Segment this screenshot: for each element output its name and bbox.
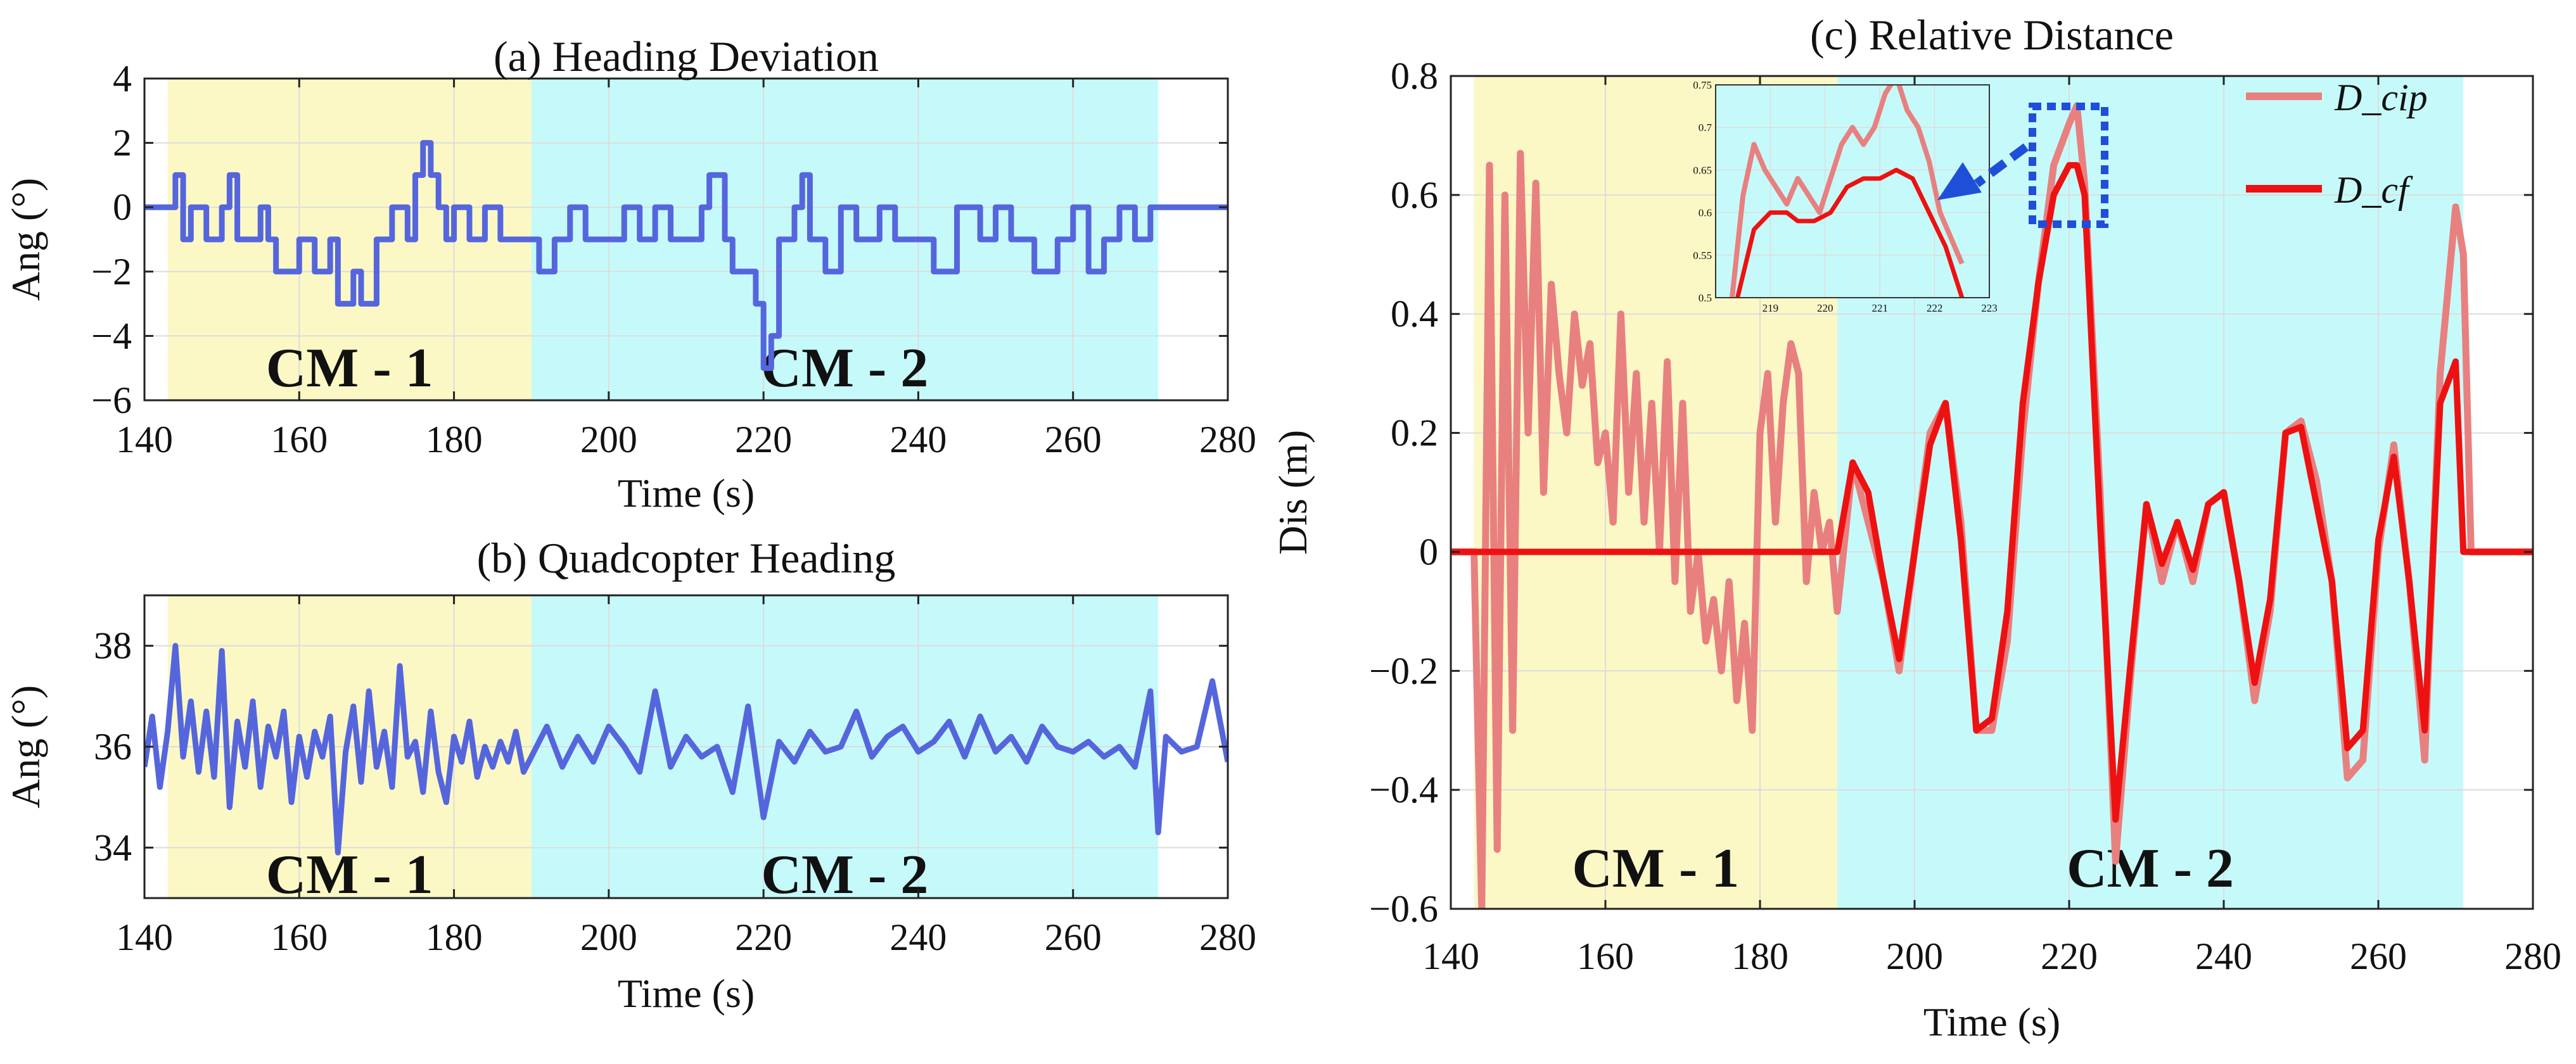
region-band-2 xyxy=(531,79,1159,400)
series-line-dcf xyxy=(1451,162,2533,823)
inset-x-tick-label: 220 xyxy=(1817,302,1833,314)
region-label-2: CM - 2 xyxy=(761,844,928,906)
x-tick-label: 240 xyxy=(2195,935,2252,977)
inset-line-dcip xyxy=(1729,85,1965,298)
y-tick-label: 38 xyxy=(94,625,132,667)
region-label-1: CM - 1 xyxy=(266,844,433,906)
x-tick-label: 140 xyxy=(116,419,173,460)
x-tick-label: 280 xyxy=(2504,935,2561,977)
zoom-region-box xyxy=(2029,103,2108,228)
x-tick-label: 260 xyxy=(2350,935,2407,977)
x-tick-label: 200 xyxy=(580,419,637,460)
x-axis-label: Time (s) xyxy=(618,471,755,516)
x-tick-label: 180 xyxy=(1731,935,1789,977)
x-tick-label: 160 xyxy=(271,916,328,958)
y-tick-label: −4 xyxy=(91,315,132,357)
x-tick-label: 200 xyxy=(580,916,637,958)
y-tick-label: 0.4 xyxy=(1391,293,1438,335)
inset-y-tick-label: 0.55 xyxy=(1693,250,1712,262)
inset-line-dcf xyxy=(1735,167,1965,298)
series-group xyxy=(1451,102,2533,909)
x-tick-label: 220 xyxy=(735,419,792,460)
y-tick-label: −6 xyxy=(91,379,132,421)
region-label-1: CM - 1 xyxy=(1572,838,1739,899)
y-tick-label: 2 xyxy=(113,122,132,164)
series-line-heading xyxy=(144,643,1228,856)
series-group xyxy=(144,140,1228,371)
axes-box xyxy=(143,77,1229,402)
y-tick-label: −2 xyxy=(91,251,132,293)
y-tick-label: 34 xyxy=(94,826,132,868)
y-tick-label: 0.2 xyxy=(1391,412,1438,454)
inset-x-tick-label: 222 xyxy=(1927,302,1943,314)
y-tick-label: 0 xyxy=(1419,531,1438,573)
x-tick-label: 280 xyxy=(1199,916,1256,958)
y-axis-label: Dis (m) xyxy=(1270,430,1315,555)
y-tick-label: 0 xyxy=(113,186,132,228)
inset-box xyxy=(1715,84,1990,298)
x-tick-label: 240 xyxy=(889,419,947,460)
y-tick-label: −0.6 xyxy=(1369,888,1438,930)
x-tick-label: 260 xyxy=(1045,916,1102,958)
zoom-arrow-head xyxy=(1937,162,1982,200)
series-line-heading xyxy=(144,140,1228,371)
chart-title: (a) Heading Deviation xyxy=(494,32,879,80)
x-axis-label: Time (s) xyxy=(1923,999,2060,1044)
chart-title: (b) Quadcopter Heading xyxy=(477,534,896,582)
x-tick-label: 140 xyxy=(116,916,173,958)
region-label-2: CM - 2 xyxy=(2067,838,2234,899)
region-label-1: CM - 1 xyxy=(266,338,433,399)
inset-x-tick-label: 219 xyxy=(1763,302,1779,314)
panel-relative-distance: CM - 1 CM - 2 140 160 180 200 220 240 260 280 −0.6… xyxy=(1270,11,2561,1044)
inset-y-tick-label: 0.5 xyxy=(1699,292,1712,304)
x-tick-label: 160 xyxy=(1577,935,1634,977)
x-tick-label: 220 xyxy=(2041,935,2098,977)
y-tick-label: −0.4 xyxy=(1369,769,1438,811)
y-tick-label: 4 xyxy=(113,58,132,99)
legend: D_cip D_cf xyxy=(2246,77,2428,211)
region-label-2: CM - 2 xyxy=(761,338,928,399)
x-tick-label: 280 xyxy=(1199,419,1256,460)
inset-series-group xyxy=(1729,85,1965,298)
inset-y-tick-label: 0.65 xyxy=(1693,164,1712,176)
x-tick-label: 220 xyxy=(735,916,792,958)
chart-title: (c) Relative Distance xyxy=(1810,11,2174,59)
x-tick-label: 180 xyxy=(426,916,483,958)
inset-y-tick-label: 0.7 xyxy=(1699,122,1712,134)
legend-label-dcf: D_cf xyxy=(2334,169,2413,211)
x-tick-label: 200 xyxy=(1886,935,1943,977)
axes-box xyxy=(1450,75,2534,910)
legend-label-dcip: D_cip xyxy=(2334,77,2428,118)
zoom-arrow-line xyxy=(1973,143,2029,187)
inset-x-tick-label: 221 xyxy=(1871,302,1888,314)
inset-y-tick-label: 0.6 xyxy=(1699,207,1712,219)
x-tick-label: 140 xyxy=(1422,935,1479,977)
y-tick-label: 36 xyxy=(94,726,132,768)
y-tick-label: 0.6 xyxy=(1391,174,1438,216)
x-tick-label: 240 xyxy=(889,916,947,958)
y-axis-label: Ang (°) xyxy=(3,178,48,301)
y-tick-label: −0.2 xyxy=(1369,650,1438,692)
y-axis-label: Ang (°) xyxy=(3,685,48,808)
x-axis-label: Time (s) xyxy=(618,971,755,1016)
inset-x-tick-label: 223 xyxy=(1981,302,1998,314)
y-tick-label: 0.8 xyxy=(1391,55,1438,97)
x-tick-label: 180 xyxy=(426,419,483,460)
inset-y-tick-label: 0.75 xyxy=(1693,79,1712,91)
panel-quadcopter-heading: CM - 1 CM - 2 140 160 180 200 220 240 260 280 34 36… xyxy=(3,534,1256,1016)
x-tick-label: 260 xyxy=(1045,419,1102,460)
x-tick-label: 160 xyxy=(271,419,328,460)
series-group xyxy=(144,643,1228,856)
